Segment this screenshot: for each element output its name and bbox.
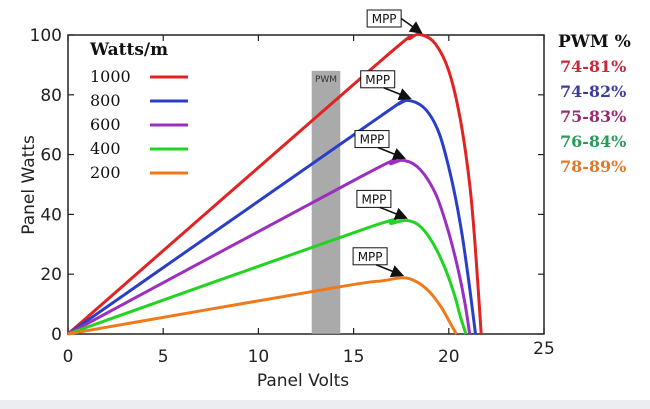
y-tick-label: 0 bbox=[51, 325, 62, 345]
mpp-box bbox=[352, 247, 388, 266]
pwm-legend: PWM % 74-81% 74-82% 75-83% 76-84% 78-89% bbox=[558, 32, 631, 176]
mpp-box bbox=[356, 189, 392, 208]
x-tick-label: 15 bbox=[343, 347, 365, 367]
y-tick-label: 60 bbox=[40, 146, 62, 166]
x-tick-label: 0 bbox=[63, 347, 74, 367]
legend-label-200: 200 bbox=[90, 163, 121, 182]
mpp-arrow bbox=[375, 264, 405, 278]
mpp-arrow bbox=[383, 87, 412, 101]
series-line-1000 bbox=[67, 32, 483, 336]
x-tick-label: 5 bbox=[158, 347, 169, 367]
legend-label-600: 600 bbox=[90, 115, 121, 134]
chart: 0 5 10 15 20 25 0 20 40 60 80 100 PWM MPP MPP MPP MPP MPP… bbox=[19, 9, 631, 391]
mpp-label: MPP bbox=[358, 250, 383, 264]
legend-label-400: 400 bbox=[90, 139, 121, 158]
mpp-label: MPP bbox=[365, 73, 390, 87]
bottom-band bbox=[0, 400, 650, 409]
y-tick-label: 40 bbox=[40, 205, 62, 225]
series-line-200 bbox=[67, 276, 458, 336]
mpp-arrow bbox=[400, 17, 423, 34]
y-tick-label: 20 bbox=[40, 265, 62, 285]
plot-frame bbox=[67, 34, 545, 335]
legend-title: Watts/m bbox=[89, 40, 168, 60]
x-tick-label: 10 bbox=[248, 347, 270, 367]
pwm-legend-item: 78-89% bbox=[560, 157, 626, 176]
pwm-legend-title: PWM % bbox=[558, 32, 631, 52]
y-axis-title: Panel Watts bbox=[19, 135, 39, 235]
mpp-arrow bbox=[377, 146, 406, 160]
x-axis-title: Panel Volts bbox=[257, 371, 349, 391]
mpp-box bbox=[360, 70, 396, 89]
mpp-arrow bbox=[379, 206, 408, 220]
pwm-legend-item: 74-82% bbox=[560, 82, 626, 101]
y-tick-label: 80 bbox=[40, 86, 62, 106]
mpp-label: MPP bbox=[361, 192, 386, 206]
series-line-800 bbox=[67, 98, 477, 336]
legend-label-1000: 1000 bbox=[90, 67, 131, 86]
pwm-legend-item: 75-83% bbox=[560, 107, 626, 126]
y-tick-label: 100 bbox=[30, 26, 62, 46]
pwm-band-label: PWM bbox=[315, 75, 337, 85]
pwm-legend-item: 76-84% bbox=[560, 132, 626, 151]
mpp-box bbox=[354, 130, 390, 149]
series-line-600 bbox=[67, 158, 472, 336]
series-line-400 bbox=[67, 218, 468, 336]
plot-area: 0 5 10 15 20 25 0 20 40 60 80 100 PWM MPP MPP MPP MPP MPP bbox=[30, 9, 555, 367]
pwm-legend-item: 74-81% bbox=[560, 57, 626, 76]
mpp-label: MPP bbox=[360, 133, 385, 147]
legend: Watts/m 1000 800 600 400 200 bbox=[89, 40, 188, 182]
mpp-label: MPP bbox=[372, 12, 397, 26]
legend-label-800: 800 bbox=[90, 91, 121, 110]
x-tick-label: 25 bbox=[533, 339, 555, 359]
x-tick-label: 20 bbox=[438, 347, 460, 367]
